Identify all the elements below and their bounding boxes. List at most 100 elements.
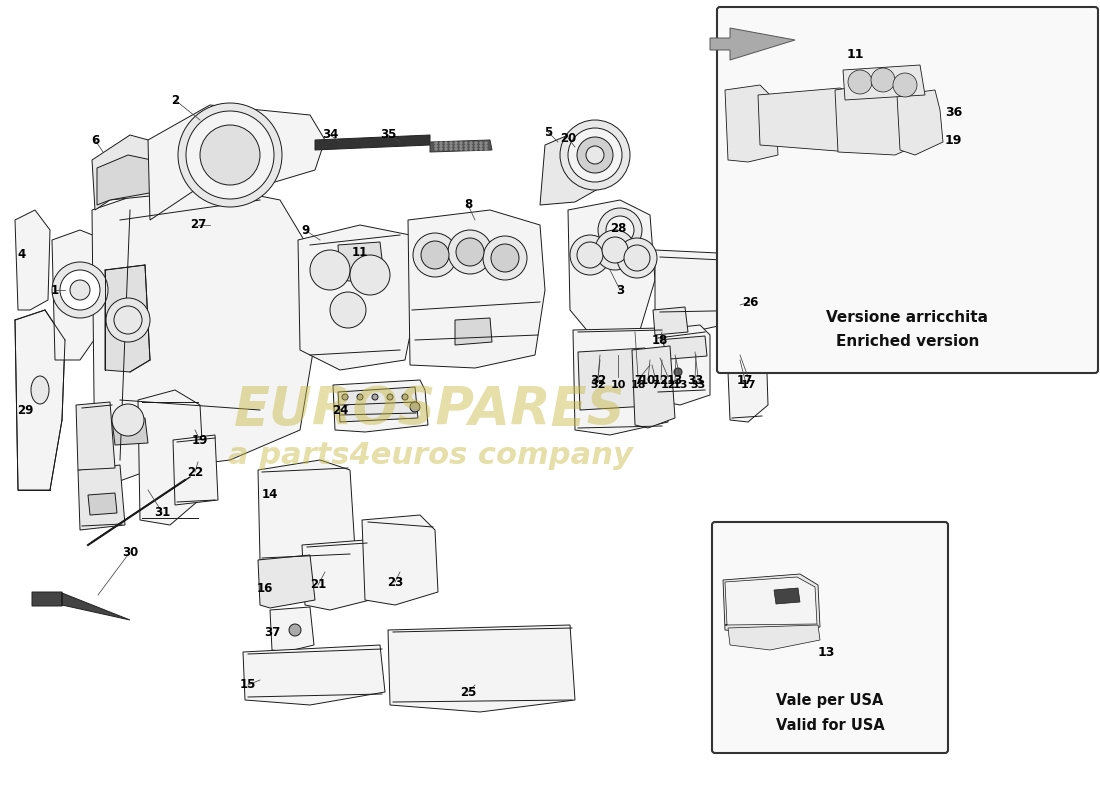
Text: 2: 2 <box>170 94 179 106</box>
Circle shape <box>485 142 487 144</box>
Circle shape <box>421 241 449 269</box>
Circle shape <box>480 142 482 144</box>
Text: 3: 3 <box>616 283 624 297</box>
Circle shape <box>178 103 282 207</box>
Circle shape <box>444 142 448 144</box>
Circle shape <box>454 142 458 144</box>
Circle shape <box>598 208 642 252</box>
Text: 31: 31 <box>154 506 170 518</box>
Circle shape <box>470 142 472 144</box>
Circle shape <box>578 137 613 173</box>
Text: 33: 33 <box>691 380 705 390</box>
Text: 35: 35 <box>379 129 396 142</box>
Polygon shape <box>78 465 125 530</box>
Text: 15: 15 <box>240 678 256 691</box>
Text: 28: 28 <box>609 222 626 234</box>
Text: 6: 6 <box>91 134 99 146</box>
Circle shape <box>440 142 442 144</box>
Circle shape <box>434 145 437 147</box>
Circle shape <box>412 233 456 277</box>
Polygon shape <box>298 225 415 370</box>
FancyBboxPatch shape <box>712 522 948 753</box>
Circle shape <box>410 402 420 412</box>
Polygon shape <box>88 493 117 515</box>
Circle shape <box>480 148 482 150</box>
Polygon shape <box>15 210 50 310</box>
Circle shape <box>568 128 622 182</box>
Text: 14: 14 <box>262 489 278 502</box>
Polygon shape <box>540 130 620 205</box>
Circle shape <box>440 145 442 147</box>
Circle shape <box>450 145 452 147</box>
Circle shape <box>570 235 611 275</box>
Circle shape <box>460 145 462 147</box>
Circle shape <box>372 394 378 400</box>
Polygon shape <box>258 460 355 565</box>
Circle shape <box>454 148 458 150</box>
Text: 11: 11 <box>352 246 368 258</box>
Circle shape <box>595 230 635 270</box>
Polygon shape <box>333 380 428 432</box>
Polygon shape <box>388 625 575 712</box>
Polygon shape <box>725 295 768 422</box>
Polygon shape <box>52 230 108 360</box>
Text: 5: 5 <box>543 126 552 138</box>
Text: 13: 13 <box>672 380 688 390</box>
Text: 27: 27 <box>190 218 206 231</box>
Text: 23: 23 <box>387 575 403 589</box>
Polygon shape <box>578 348 648 410</box>
Text: 37: 37 <box>264 626 280 638</box>
Polygon shape <box>615 212 644 245</box>
Circle shape <box>402 394 408 400</box>
Circle shape <box>387 394 393 400</box>
Text: 34: 34 <box>322 129 338 142</box>
Circle shape <box>460 148 462 150</box>
Text: 10: 10 <box>640 374 656 386</box>
Text: 32: 32 <box>590 374 606 386</box>
Circle shape <box>440 148 442 150</box>
Polygon shape <box>243 645 385 705</box>
Circle shape <box>456 238 484 266</box>
Text: Valid for USA: Valid for USA <box>776 718 884 733</box>
Polygon shape <box>653 307 688 335</box>
Text: 12: 12 <box>660 380 675 390</box>
Circle shape <box>450 142 452 144</box>
Polygon shape <box>338 387 418 422</box>
Polygon shape <box>408 210 544 368</box>
Polygon shape <box>148 105 324 220</box>
Ellipse shape <box>31 376 50 404</box>
Polygon shape <box>32 592 130 620</box>
Circle shape <box>358 394 363 400</box>
Circle shape <box>342 394 348 400</box>
Polygon shape <box>758 88 875 152</box>
Text: 26: 26 <box>741 295 758 309</box>
Polygon shape <box>362 515 438 605</box>
Polygon shape <box>728 625 820 650</box>
Polygon shape <box>725 577 817 625</box>
Text: 24: 24 <box>332 403 349 417</box>
Circle shape <box>114 306 142 334</box>
Polygon shape <box>92 180 315 490</box>
Text: 10: 10 <box>610 380 626 390</box>
Circle shape <box>624 245 650 271</box>
Circle shape <box>465 145 468 147</box>
Text: 12: 12 <box>653 374 669 386</box>
Circle shape <box>310 250 350 290</box>
Polygon shape <box>774 588 800 604</box>
Polygon shape <box>76 402 116 470</box>
Text: 9: 9 <box>301 223 309 237</box>
Polygon shape <box>835 82 918 155</box>
Circle shape <box>60 270 100 310</box>
Circle shape <box>560 120 630 190</box>
Polygon shape <box>338 242 384 282</box>
Polygon shape <box>258 555 315 608</box>
Circle shape <box>485 145 487 147</box>
Polygon shape <box>568 200 654 340</box>
Polygon shape <box>15 310 65 490</box>
Text: a parts4euros company: a parts4euros company <box>228 441 632 470</box>
Polygon shape <box>270 607 314 652</box>
Text: 32: 32 <box>591 380 606 390</box>
Circle shape <box>465 148 468 150</box>
Text: 33: 33 <box>686 374 703 386</box>
Text: 30: 30 <box>122 546 139 558</box>
